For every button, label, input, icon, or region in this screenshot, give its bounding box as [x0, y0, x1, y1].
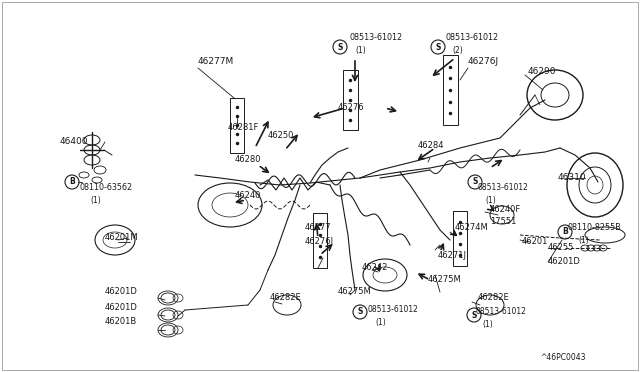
Text: 46284: 46284 [418, 141, 445, 150]
Text: 46242: 46242 [362, 263, 388, 273]
Text: 46275M: 46275M [338, 288, 372, 296]
Text: S: S [357, 308, 363, 317]
Text: S: S [337, 42, 342, 51]
Text: 46250: 46250 [268, 131, 294, 140]
Text: 46201D: 46201D [548, 257, 581, 266]
Text: 08513-61012: 08513-61012 [478, 183, 529, 192]
Text: 46275M: 46275M [428, 276, 461, 285]
Text: 46277M: 46277M [198, 58, 234, 67]
Text: 46281F: 46281F [228, 124, 259, 132]
Text: (1): (1) [355, 45, 365, 55]
Text: (1): (1) [375, 317, 386, 327]
Bar [230, 97, 244, 153]
Text: 46271J: 46271J [438, 250, 467, 260]
Text: 46276: 46276 [338, 103, 365, 112]
Text: 46201: 46201 [522, 237, 548, 247]
Text: 46280: 46280 [235, 155, 262, 164]
Text: (1): (1) [485, 196, 496, 205]
Text: 08110-63562: 08110-63562 [80, 183, 133, 192]
Text: (1): (1) [90, 196, 100, 205]
Text: 46282E: 46282E [270, 294, 301, 302]
Text: 46276J: 46276J [305, 237, 334, 247]
Text: 08513-61012: 08513-61012 [368, 305, 419, 314]
Text: ^46PC0043: ^46PC0043 [540, 353, 586, 362]
Text: (1): (1) [578, 235, 589, 244]
Text: (2): (2) [452, 45, 463, 55]
Text: 46201M: 46201M [105, 234, 139, 243]
Text: 46255: 46255 [548, 244, 574, 253]
Text: 46201B: 46201B [105, 317, 137, 327]
Text: 17551: 17551 [490, 218, 516, 227]
Text: S: S [471, 311, 477, 320]
Bar [313, 212, 327, 267]
Text: 46201D: 46201D [105, 288, 138, 296]
Bar [342, 70, 358, 130]
Text: 46400: 46400 [60, 138, 88, 147]
Text: B: B [69, 177, 75, 186]
Text: B: B [562, 228, 568, 237]
Text: 46201D: 46201D [105, 304, 138, 312]
Text: (1): (1) [482, 320, 493, 328]
Text: 08110-8255B: 08110-8255B [568, 224, 621, 232]
Text: 08513-61012: 08513-61012 [349, 33, 402, 42]
Text: 46290: 46290 [528, 67, 557, 77]
Bar [442, 55, 458, 125]
Text: 08513-61012: 08513-61012 [445, 33, 498, 42]
Text: 46240: 46240 [235, 190, 261, 199]
Text: 46282E: 46282E [478, 294, 509, 302]
Text: 46274M: 46274M [455, 224, 489, 232]
Text: 46310: 46310 [558, 173, 587, 183]
Text: 08513-61012: 08513-61012 [475, 308, 526, 317]
Text: S: S [472, 177, 477, 186]
Text: 46276J: 46276J [468, 58, 499, 67]
Text: 46240F: 46240F [490, 205, 521, 215]
Text: 46277: 46277 [305, 224, 332, 232]
Bar [453, 211, 467, 266]
Text: S: S [435, 42, 441, 51]
